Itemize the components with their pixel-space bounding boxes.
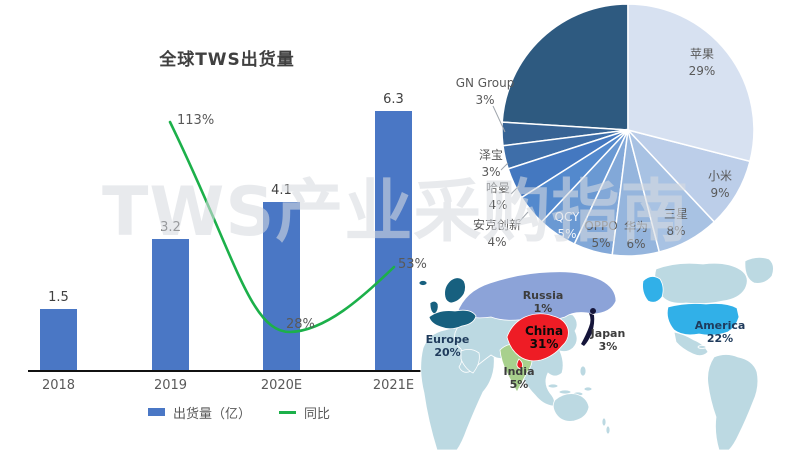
- map-region-japan-hokkaido: [590, 308, 596, 314]
- pie-label-apple: 苹果 29%: [688, 47, 716, 78]
- map-label-america: America 22%: [694, 319, 746, 345]
- bar-value-label: 3.2: [160, 219, 181, 235]
- pie-label-oppo: OPPO 5%: [584, 219, 618, 250]
- map-region-europe-uk: [429, 300, 439, 315]
- pie-label-harman: 哈曼 4%: [485, 181, 510, 212]
- bar-value-label: 1.5: [48, 290, 69, 306]
- map-region-russia: [456, 271, 617, 321]
- map-arabia: [460, 349, 480, 374]
- leader-line-gn-group: [492, 105, 506, 133]
- pie-label-huawei: 华为 6%: [623, 220, 648, 251]
- map-label-japan: Japan 3%: [590, 327, 626, 353]
- map-new-zealand: [601, 417, 607, 427]
- chart-legend: 出货量（亿） 同比: [148, 402, 330, 422]
- map-region-japan: [581, 313, 595, 346]
- bar-2019: [152, 238, 189, 371]
- bar-category-label: 2020E: [260, 378, 303, 393]
- world-map: Europe 20% Russia 1% China 31% Japan 3% Indi…: [415, 253, 800, 451]
- pie-label-gn-group: GN Group 3%: [455, 76, 515, 107]
- map-greenland: [744, 257, 774, 284]
- map-mexico: [673, 331, 709, 356]
- map-cuba: [697, 345, 707, 349]
- map-label-europe: Europe 20%: [425, 333, 470, 359]
- bar-2018: [40, 309, 77, 371]
- bar-2020e: [263, 201, 300, 371]
- pie-label-samsung: 三星 8%: [663, 207, 688, 238]
- pie-label-anker: 安克创新 4%: [472, 218, 521, 249]
- pie-label-xiaomi: 小米 9%: [707, 169, 732, 200]
- yoy-legend-label: 同比: [304, 406, 331, 422]
- map-region-alaska: [642, 276, 664, 303]
- pie-label-zebao: 泽宝 3%: [478, 148, 503, 179]
- growth-label-2021e: 53%: [398, 257, 427, 272]
- map-label-india: India 5%: [503, 365, 535, 391]
- map-region-usa: [666, 303, 740, 336]
- map-region-europe-mainland: [428, 309, 477, 330]
- map-australia: [552, 393, 590, 422]
- x-axis-line: [28, 370, 422, 372]
- bar-2021e: [375, 110, 412, 371]
- shipments-legend-swatch: [148, 408, 165, 416]
- map-region-china: [506, 313, 569, 370]
- bar-category-label: 2018: [41, 378, 76, 393]
- map-indonesia: [583, 386, 593, 392]
- map-region-europe-iceland: [418, 280, 428, 286]
- world-map-svg: [418, 257, 774, 451]
- map-south-america: [707, 354, 759, 451]
- map-indonesia: [558, 389, 572, 395]
- bar-category-label: 2021E: [372, 378, 415, 393]
- bar-value-label: 4.1: [271, 182, 292, 198]
- page-title: 全球TWS出货量: [159, 50, 295, 70]
- map-label-russia: Russia 1%: [522, 289, 564, 315]
- growth-label-2020e: 28%: [286, 317, 315, 332]
- map-indonesia: [547, 383, 559, 389]
- map-new-zealand: [605, 425, 611, 435]
- pie-label-qcy: QCY 5%: [554, 210, 580, 241]
- map-label-china: China 31%: [524, 324, 564, 351]
- pie-slice-apple: [627, 3, 755, 163]
- bar-category-label: 2019: [153, 378, 188, 393]
- shipments-legend-label: 出货量（亿）: [173, 406, 252, 422]
- map-canada: [654, 262, 748, 305]
- yoy-legend-swatch: [279, 410, 297, 414]
- map-philippines: [579, 365, 587, 377]
- map-region-europe-scandinavia: [444, 277, 466, 304]
- pie-slice-gn-group: [501, 121, 629, 147]
- growth-label-2019: 113%: [177, 113, 215, 128]
- map-highlight-regions: [418, 271, 740, 393]
- bar-value-label: 6.3: [383, 91, 404, 107]
- pie-slice-others: [501, 3, 629, 131]
